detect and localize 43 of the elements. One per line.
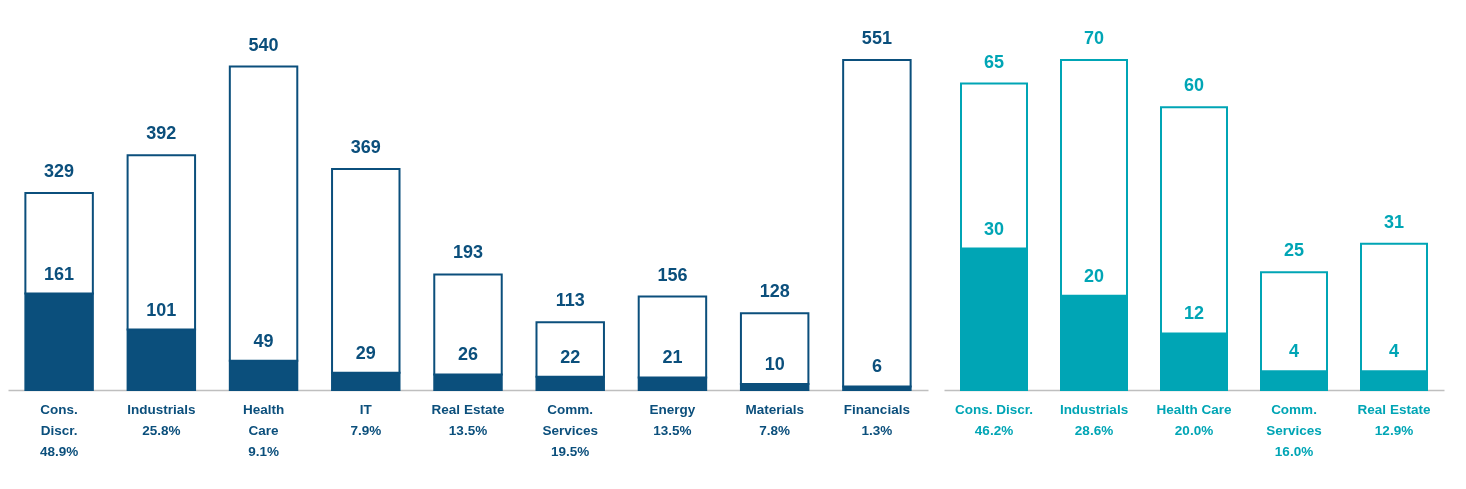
x-tick-label: Industrials 25.8% (127, 401, 196, 438)
data-label: 49 (253, 330, 274, 351)
total-label: 392 (146, 123, 177, 144)
data-label: 4 (1288, 341, 1300, 362)
total-label: 193 (452, 242, 484, 263)
total-label: 128 (759, 281, 790, 302)
bar (842, 59, 912, 388)
x-tick-label: Materials 7.8% (745, 401, 804, 438)
data-label: 12 (1183, 303, 1205, 324)
total-label: 156 (657, 264, 688, 285)
data-label: 20 (1083, 265, 1105, 286)
total-label: 25 (1283, 240, 1305, 261)
data-label: 4 (1388, 341, 1400, 362)
data-label: 22 (560, 346, 581, 367)
x-tick-label: IT 7.9% (350, 401, 382, 438)
x-tick-label: Real Estate 13.5% (431, 401, 505, 438)
data-label: 26 (457, 344, 479, 365)
data-label: 161 (44, 263, 75, 284)
data-label: 10 (764, 354, 785, 375)
total-label: 31 (1383, 211, 1405, 232)
data-label: 21 (662, 347, 683, 368)
total-label: 329 (44, 160, 75, 181)
total-label: 60 (1183, 75, 1205, 96)
x-tick-label: Health Care 20.0% (1156, 401, 1232, 438)
data-label: 6 (871, 356, 882, 377)
x-tick-label: Cons. Discr. 48.9% (39, 401, 79, 459)
x-tick-label: Comm. Services 16.0% (1266, 401, 1322, 459)
x-tick-label: Health Care 9.1% (242, 401, 285, 459)
x-tick-label: Industrials 28.6% (1059, 401, 1129, 438)
x-tick-label: Financials 1.3% (843, 401, 910, 438)
total-label: 369 (350, 137, 381, 157)
data-label: 30 (983, 218, 1005, 239)
total-label: 540 (248, 34, 279, 55)
total-label: 70 (1083, 28, 1105, 48)
data-label: 29 (355, 342, 376, 363)
total-label: 551 (861, 28, 892, 48)
x-tick-label: Real Estate 12.9% (1357, 401, 1431, 438)
total-label: 113 (555, 290, 585, 311)
x-tick-label: Comm. Services 19.5% (542, 401, 598, 459)
total-label: 65 (983, 51, 1005, 72)
data-label: 101 (146, 299, 177, 320)
x-tick-label: Energy 13.5% (649, 401, 696, 438)
x-tick-label: Cons. Discr. 46.2% (954, 401, 1034, 438)
